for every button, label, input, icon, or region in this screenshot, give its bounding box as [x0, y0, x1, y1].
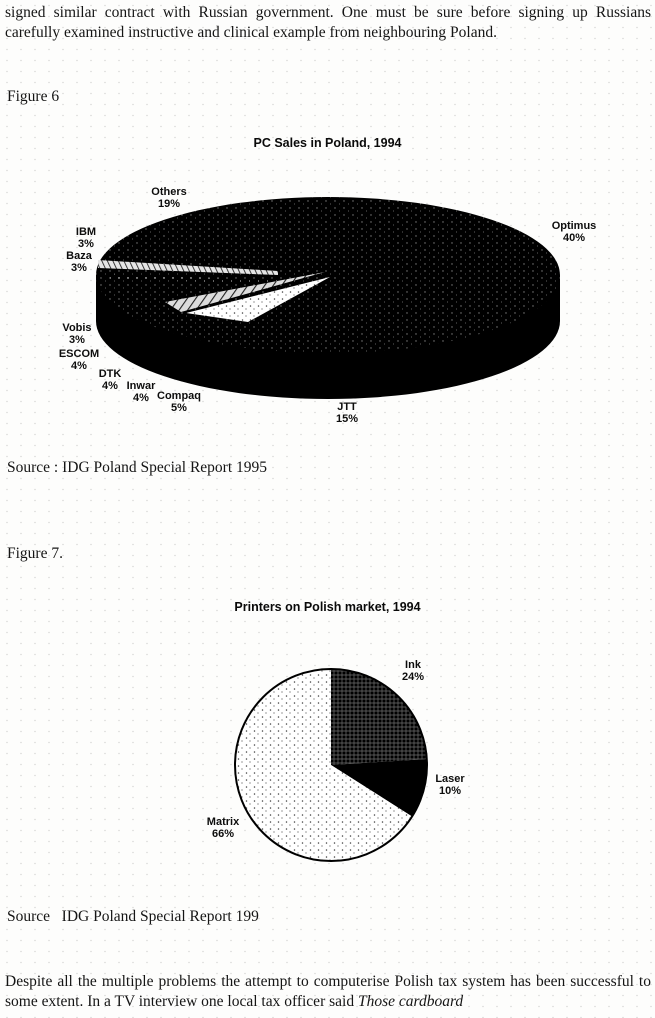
pie-outline — [234, 668, 428, 862]
pie-flat-svg — [234, 668, 428, 862]
slice-pct: 4% — [133, 392, 149, 404]
slice-pct: 15% — [335, 413, 359, 425]
pie3d-slice-vobis-edge — [110, 274, 300, 284]
pie-label-laser: Laser 10% — [408, 773, 492, 797]
pie-label-others: Others 19% — [127, 186, 211, 210]
pie-slices-group — [235, 669, 427, 861]
slice-name: ESCOM — [58, 348, 100, 360]
pie-label-escom: ESCOM 4% — [37, 348, 121, 372]
slice-name: IBM — [75, 226, 97, 238]
slice-name: Laser — [435, 773, 465, 785]
pie-label-inwar: Inwar 4% — [99, 380, 183, 404]
pie-label-baza: Baza 3% — [37, 250, 121, 274]
slice-pct: 4% — [71, 360, 87, 372]
slice-pct: 4% — [102, 380, 118, 392]
figure7-source: Source IDG Poland Special Report 199 — [7, 908, 259, 925]
slice-pct: 5% — [171, 402, 187, 414]
slice-name: Optimus — [551, 220, 597, 232]
slice-name: DTK — [98, 368, 122, 380]
slice-pct: 10% — [438, 785, 462, 797]
pie-slice-laser — [331, 758, 427, 817]
bottom-paragraph-italic: Those cardboard — [357, 993, 464, 1010]
figure6-source: Source : IDG Poland Special Report 1995 — [7, 459, 268, 476]
top-paragraph: signed similar contract with Russian gov… — [5, 4, 651, 41]
pie-label-ibm: IBM 3% — [44, 226, 128, 250]
pie-label-ink: Ink 24% — [371, 659, 455, 683]
pie-label-matrix: Matrix 66% — [181, 816, 265, 840]
pie-label-jtt: JTT 15% — [305, 401, 389, 425]
slice-pct: 40% — [562, 232, 586, 244]
pie3d-slice-white-wedge — [186, 277, 330, 322]
figure6-title: PC Sales in Poland, 1994 — [253, 136, 402, 150]
pie-label-dtk: DTK 4% — [68, 368, 152, 392]
slice-pct: 24% — [401, 671, 425, 683]
pie-slice-matrix — [235, 669, 413, 861]
slice-name: JTT — [337, 401, 357, 413]
slice-name: Others — [151, 186, 187, 198]
pie3d-slice-baza-edge — [98, 260, 278, 275]
slice-name: Baza — [66, 250, 92, 262]
pie3d-svg — [96, 197, 560, 399]
slice-name: Matrix — [206, 816, 240, 828]
slice-name: Inwar — [126, 380, 156, 392]
figure6-chart: Others 19% IBM 3% Baza 3% Vobis 3% ESCOM 4% D… — [0, 150, 655, 450]
pie-label-compaq: Compaq 5% — [137, 390, 221, 414]
slice-pct: 19% — [157, 198, 181, 210]
pie3d-slice-hatched-wedge — [165, 272, 325, 312]
figure7-title: Printers on Polish market, 1994 — [234, 600, 421, 614]
pie-slice-ink — [331, 669, 427, 765]
bottom-paragraph: Despite all the multiple problems the at… — [5, 972, 651, 1012]
slice-name: Compaq — [157, 390, 201, 402]
pie-label-optimus: Optimus 40% — [532, 220, 616, 244]
figure7-label: Figure 7. — [7, 545, 63, 562]
slice-pct: 3% — [71, 262, 87, 274]
pie3d-dither-texture — [96, 197, 560, 353]
slice-pct: 3% — [69, 334, 85, 346]
figure7-chart: Ink 24% Laser 10% Matrix 66% — [180, 645, 500, 880]
bottom-paragraph-text: Despite all the multiple problems the at… — [5, 973, 651, 1010]
slice-name: Vobis — [62, 322, 92, 334]
pie-label-vobis: Vobis 3% — [35, 322, 119, 346]
figure6-label: Figure 6 — [7, 88, 60, 105]
slice-name: Ink — [405, 659, 421, 671]
slice-pct: 66% — [211, 828, 235, 840]
slice-pct: 3% — [78, 238, 94, 250]
